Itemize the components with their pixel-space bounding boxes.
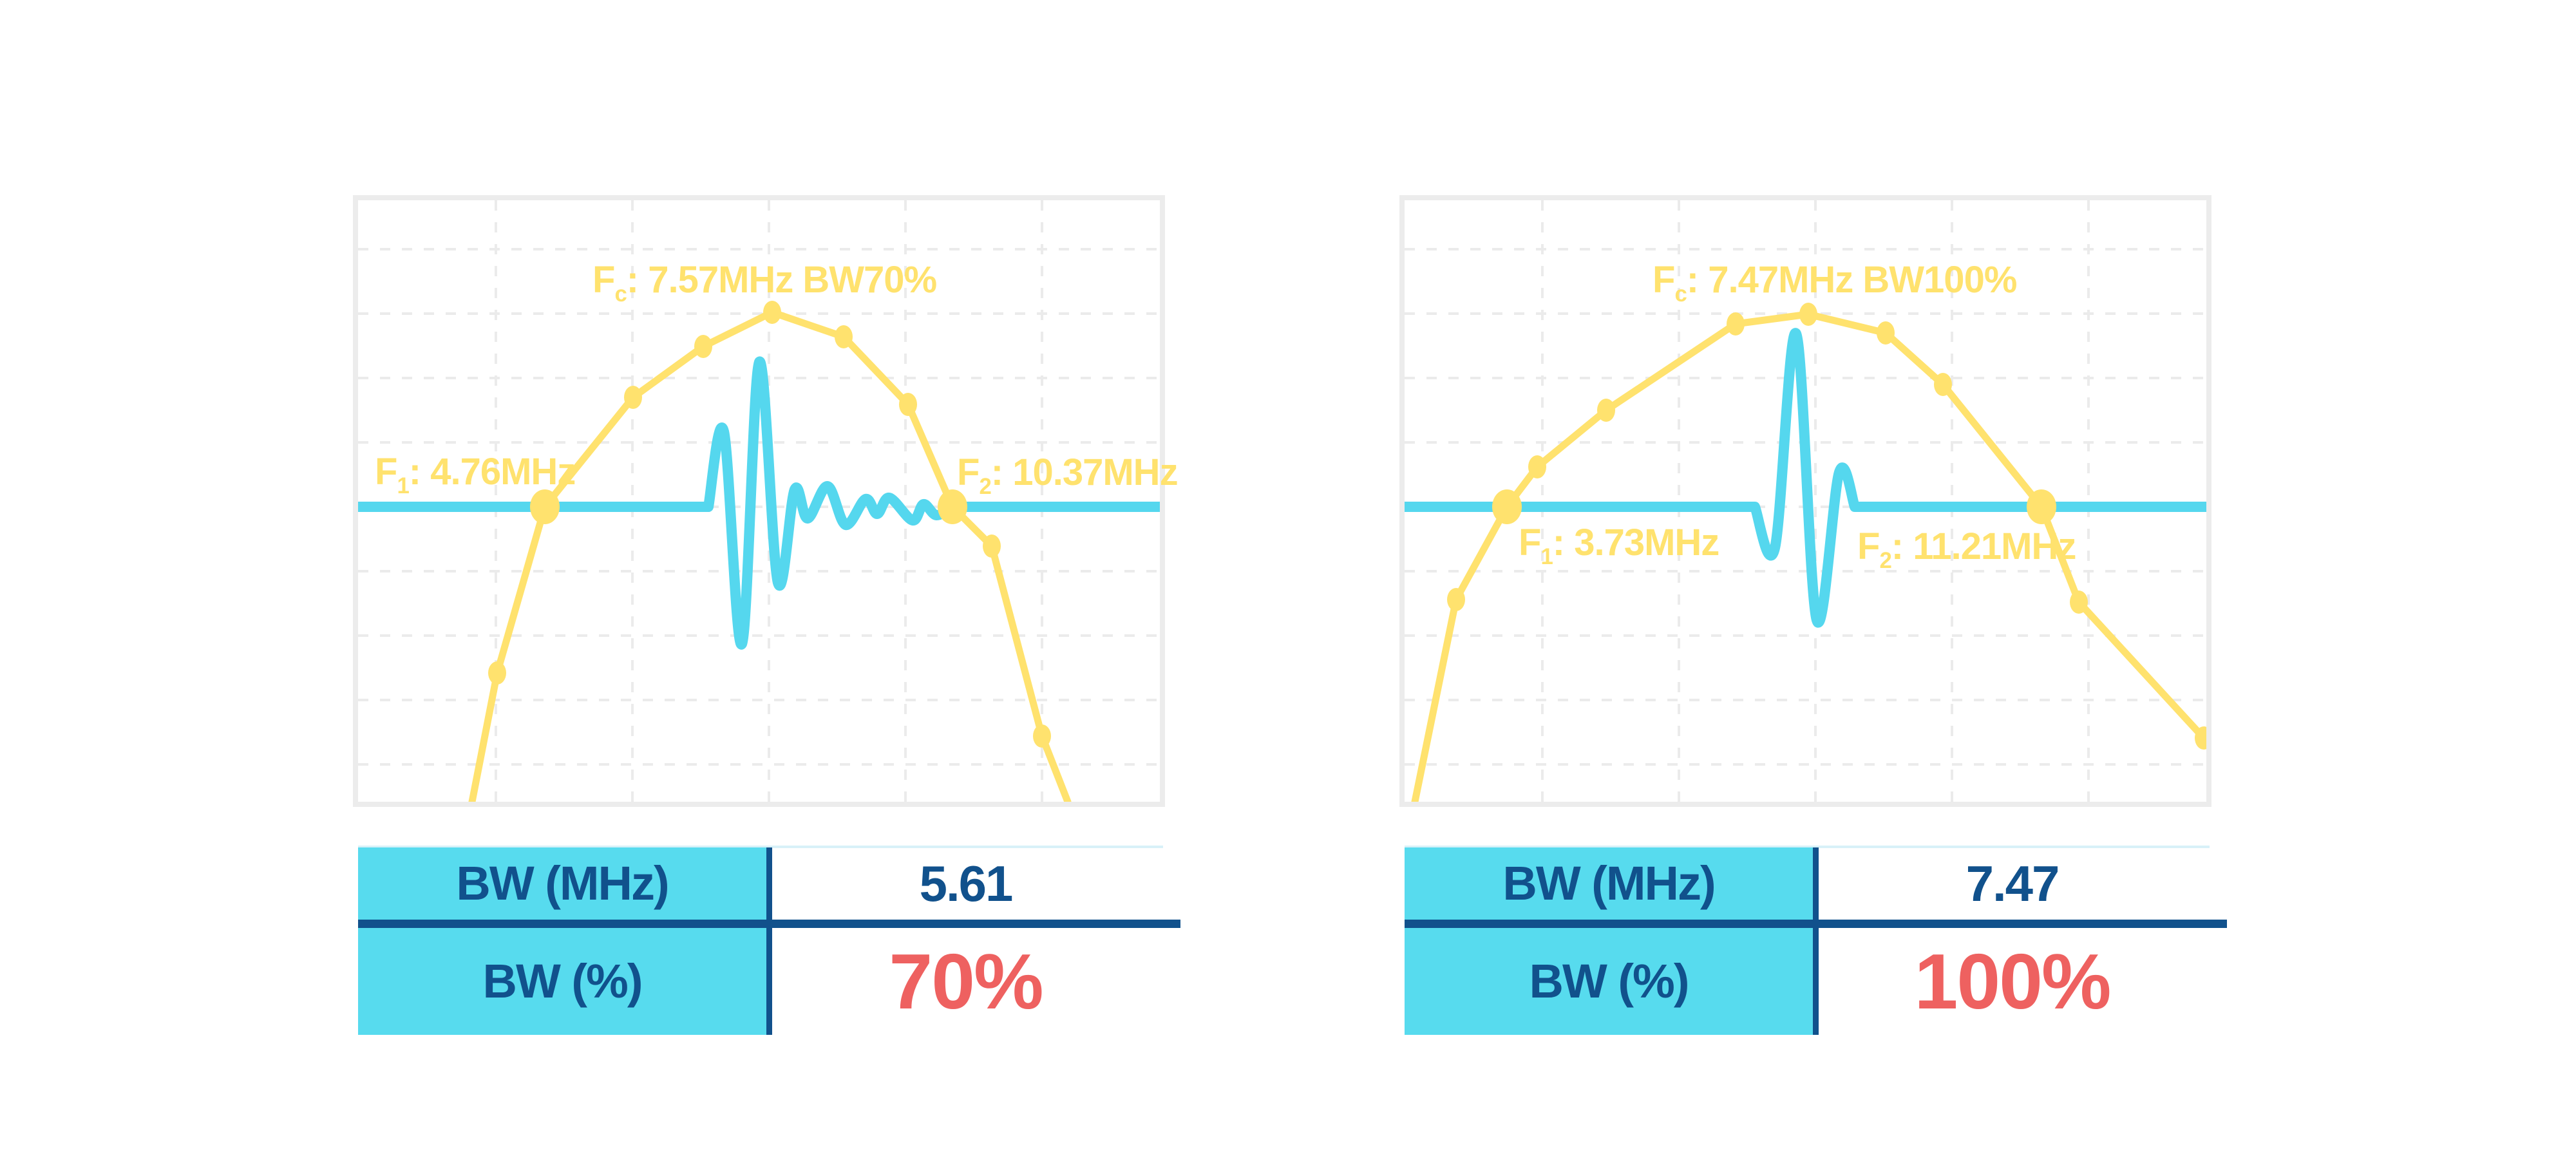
spectrum-point-marker <box>1727 312 1745 336</box>
bw-mhz-value: 5.61 <box>919 855 1014 912</box>
spectrum-point-marker <box>899 393 917 416</box>
table-top-rule <box>1405 846 2210 848</box>
table-row-divider <box>1405 920 2227 928</box>
f1-prefix: F <box>375 451 397 493</box>
table-column-divider <box>1813 847 1819 1035</box>
f2-annotation-right: F2: 11.21MHz <box>1857 528 2076 572</box>
f2-text: : 11.21MHz <box>1891 525 2077 567</box>
bw-mhz-value: 7.47 <box>1965 855 2060 912</box>
spectrum-point-marker <box>983 534 1001 558</box>
spectrum-point-marker <box>1934 373 1952 396</box>
f1-subscript: 1 <box>1540 544 1553 569</box>
bandwidth-crossing-marker <box>530 489 560 524</box>
bw-mhz-label: BW (MHz) <box>456 856 669 910</box>
table-column-divider <box>766 847 772 1035</box>
spectrum-chart-right <box>1405 200 2206 802</box>
f2-subscript: 2 <box>979 473 991 499</box>
f1-subscript: 1 <box>397 473 409 498</box>
f2-text: : 10.37MHz <box>990 451 1179 493</box>
f1-text: : 4.76MHz <box>408 451 576 493</box>
bw-pct-value: 100% <box>1914 938 2111 1025</box>
table-label-column-bg <box>358 847 766 1035</box>
table-top-rule <box>358 846 1163 848</box>
f1-prefix: F <box>1519 522 1541 563</box>
spectrum-point-marker <box>2070 591 2088 614</box>
spectrum-point-marker <box>1528 455 1546 478</box>
bw-pct-label: BW (%) <box>482 954 643 1008</box>
f2-prefix: F <box>957 451 980 493</box>
spectrum-point-marker <box>1877 321 1895 345</box>
f1-annotation-right: F1: 3.73MHz <box>1519 524 1719 569</box>
spectrum-point-marker <box>694 335 712 358</box>
f1-text: : 3.73MHz <box>1552 522 1720 563</box>
pulse-waveform <box>358 356 1160 650</box>
bw-pct-label: BW (%) <box>1529 954 1690 1008</box>
bw-pct-value: 70% <box>889 938 1043 1025</box>
spectrum-point-marker <box>763 301 781 324</box>
spectrum-curve <box>1411 310 2206 802</box>
spectrum-point-marker <box>1447 588 1465 611</box>
spectrum-point-marker <box>2195 726 2206 750</box>
bandwidth-crossing-marker <box>1492 489 1522 524</box>
f2-subscript: 2 <box>1879 547 1891 573</box>
spectrum-point-marker <box>1033 724 1051 748</box>
bandwidth-crossing-marker <box>2027 489 2056 524</box>
fc-subscript: c <box>614 281 627 307</box>
fc-text: : 7.57MHz BW70% <box>626 259 937 301</box>
spectrum-point-marker <box>835 325 853 348</box>
bw-table-left: BW (MHz) 5.61 BW (%) 70% <box>358 846 1180 1035</box>
spectrum-point-marker <box>488 661 506 685</box>
fc-prefix: F <box>592 259 615 301</box>
spectrum-point-marker <box>1799 303 1817 326</box>
bw-table-right: BW (MHz) 7.47 BW (%) 100% <box>1405 846 2227 1035</box>
fc-annotation-right: Fc: 7.47MHz BW100% <box>1653 259 2018 307</box>
fc-annotation-left: Fc: 7.57MHz BW70% <box>592 259 937 307</box>
f1-annotation-left: F1: 4.76MHz <box>375 451 576 498</box>
fc-prefix: F <box>1653 259 1675 301</box>
spectrum-curve <box>468 308 1072 802</box>
fc-subscript: c <box>1674 281 1687 307</box>
f2-annotation-left: F2: 10.37MHz <box>957 451 1179 499</box>
f2-prefix: F <box>1857 525 1880 567</box>
table-row-divider <box>358 920 1180 928</box>
spectrum-point-marker <box>1597 399 1615 422</box>
fc-text: : 7.47MHz BW100% <box>1686 259 2018 301</box>
bw-mhz-label: BW (MHz) <box>1502 856 1716 910</box>
spectrum-point-marker <box>624 386 642 409</box>
pulse-waveform <box>1405 328 2206 628</box>
bandwidth-crossing-marker <box>938 489 967 524</box>
spectrum-chart-left <box>358 200 1160 802</box>
table-label-column-bg <box>1405 847 1813 1035</box>
